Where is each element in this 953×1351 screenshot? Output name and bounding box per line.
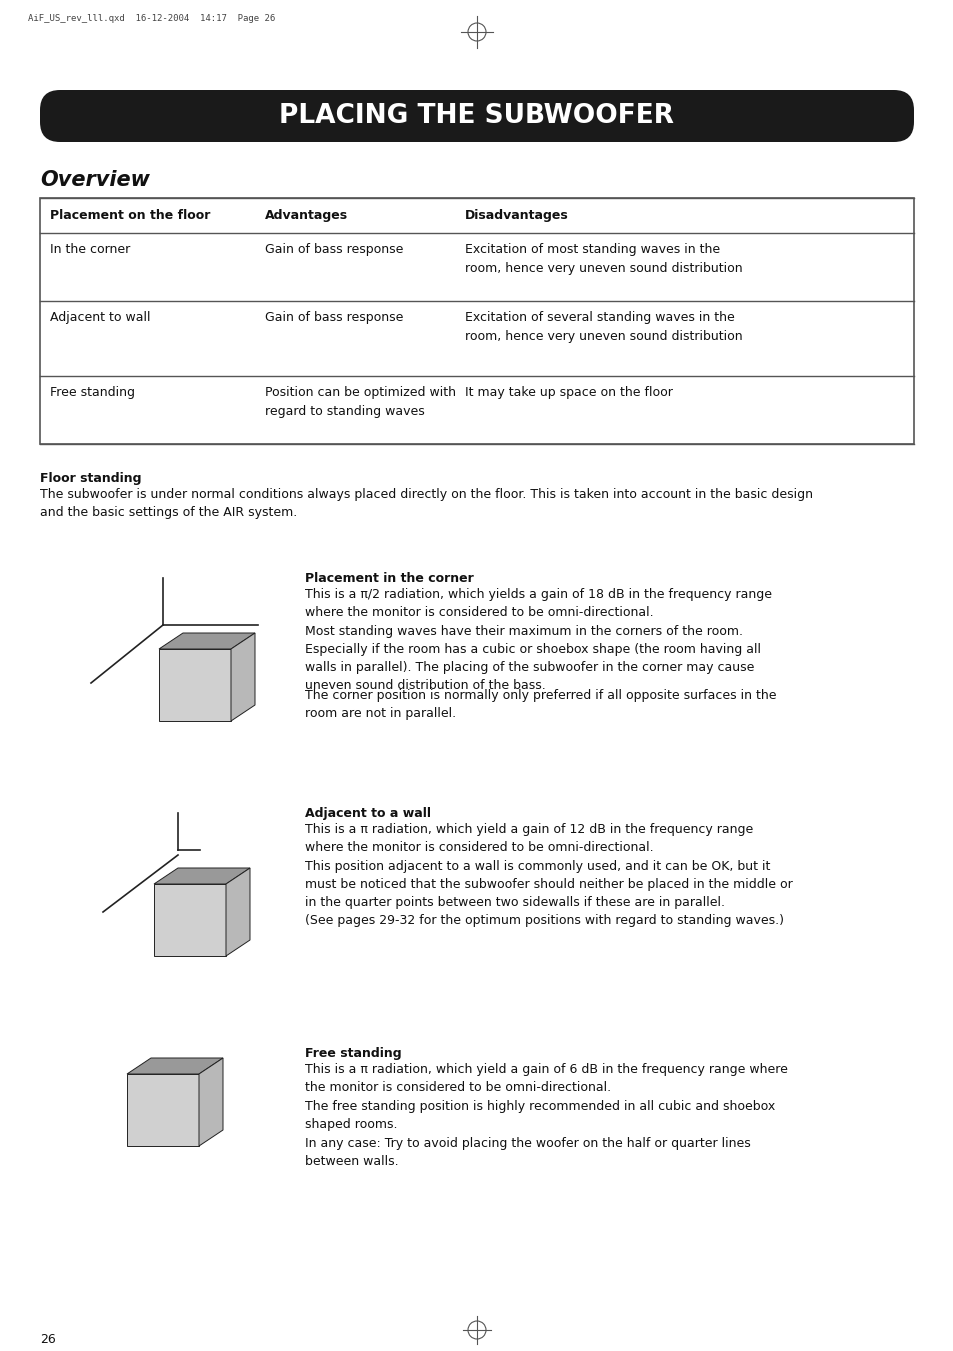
Text: Position can be optimized with
regard to standing waves: Position can be optimized with regard to… — [265, 386, 456, 417]
Text: AiF_US_rev_lll.qxd  16-12-2004  14:17  Page 26: AiF_US_rev_lll.qxd 16-12-2004 14:17 Page… — [28, 14, 275, 23]
Text: Floor standing: Floor standing — [40, 471, 141, 485]
Text: Most standing waves have their maximum in the corners of the room.
Especially if: Most standing waves have their maximum i… — [305, 626, 760, 692]
Text: This is a π radiation, which yield a gain of 12 dB in the frequency range
where : This is a π radiation, which yield a gai… — [305, 823, 753, 854]
Polygon shape — [127, 1074, 199, 1146]
Text: Placement in the corner: Placement in the corner — [305, 571, 474, 585]
Text: PLACING THE SUBWOOFER: PLACING THE SUBWOOFER — [279, 103, 674, 128]
Polygon shape — [127, 1058, 223, 1074]
Text: This is a π/2 radiation, which yields a gain of 18 dB in the frequency range
whe: This is a π/2 radiation, which yields a … — [305, 588, 771, 619]
Text: Adjacent to wall: Adjacent to wall — [50, 311, 151, 324]
Bar — [40, 199, 913, 444]
Text: Placement on the floor: Placement on the floor — [50, 209, 211, 222]
FancyBboxPatch shape — [40, 91, 913, 142]
Text: Gain of bass response: Gain of bass response — [265, 311, 403, 324]
Text: Free standing: Free standing — [50, 386, 135, 399]
Polygon shape — [153, 867, 250, 884]
Text: Disadvantages: Disadvantages — [464, 209, 568, 222]
Text: Adjacent to a wall: Adjacent to a wall — [305, 807, 431, 820]
Text: Excitation of most standing waves in the
room, hence very uneven sound distribut: Excitation of most standing waves in the… — [464, 243, 741, 276]
Text: Overview: Overview — [40, 170, 150, 190]
Text: 26: 26 — [40, 1333, 55, 1346]
Text: The free standing position is highly recommended in all cubic and shoebox
shaped: The free standing position is highly rec… — [305, 1100, 775, 1131]
Text: This is a π radiation, which yield a gain of 6 dB in the frequency range where
t: This is a π radiation, which yield a gai… — [305, 1063, 787, 1094]
Text: In any case: Try to avoid placing the woofer on the half or quarter lines
betwee: In any case: Try to avoid placing the wo… — [305, 1138, 750, 1169]
Text: The corner position is normally only preferred if all opposite surfaces in the
r: The corner position is normally only pre… — [305, 689, 776, 720]
Text: In the corner: In the corner — [50, 243, 131, 255]
Text: It may take up space on the floor: It may take up space on the floor — [464, 386, 672, 399]
Polygon shape — [159, 634, 254, 648]
Text: Advantages: Advantages — [265, 209, 348, 222]
Polygon shape — [226, 867, 250, 957]
Polygon shape — [153, 884, 226, 957]
Polygon shape — [231, 634, 254, 721]
Text: This position adjacent to a wall is commonly used, and it can be OK, but it
must: This position adjacent to a wall is comm… — [305, 861, 792, 927]
Text: Gain of bass response: Gain of bass response — [265, 243, 403, 255]
Text: Excitation of several standing waves in the
room, hence very uneven sound distri: Excitation of several standing waves in … — [464, 311, 741, 343]
Polygon shape — [159, 648, 231, 721]
Text: Free standing: Free standing — [305, 1047, 401, 1061]
Text: The subwoofer is under normal conditions always placed directly on the floor. Th: The subwoofer is under normal conditions… — [40, 488, 812, 519]
Polygon shape — [199, 1058, 223, 1146]
